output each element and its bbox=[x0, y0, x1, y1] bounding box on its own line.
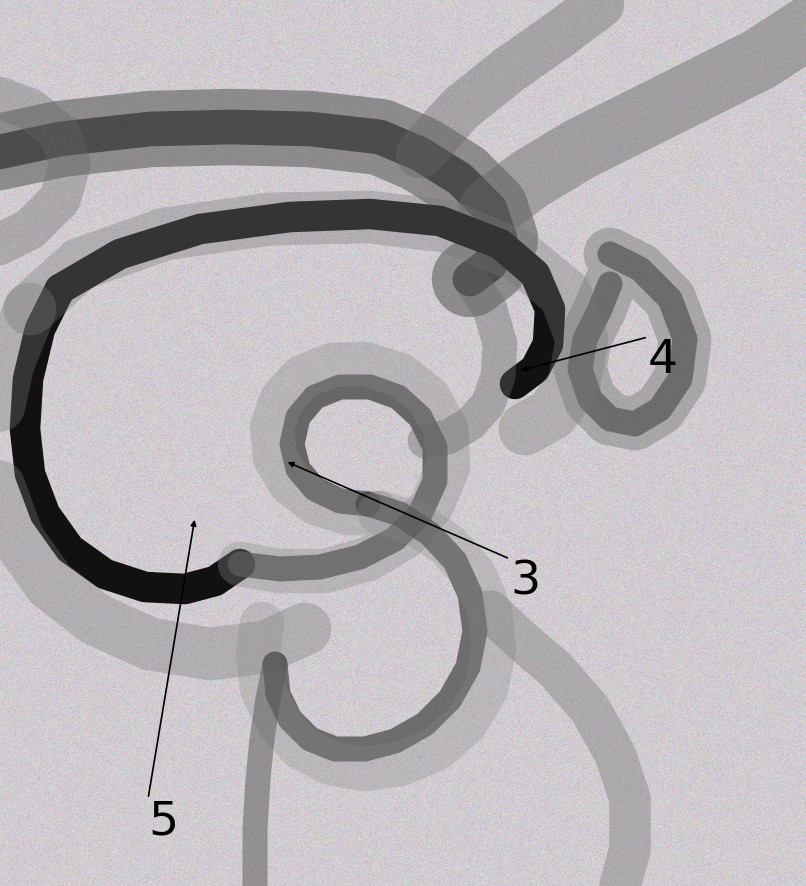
Text: 5: 5 bbox=[148, 799, 178, 844]
Text: 3: 3 bbox=[510, 559, 540, 604]
Text: 4: 4 bbox=[648, 338, 678, 383]
